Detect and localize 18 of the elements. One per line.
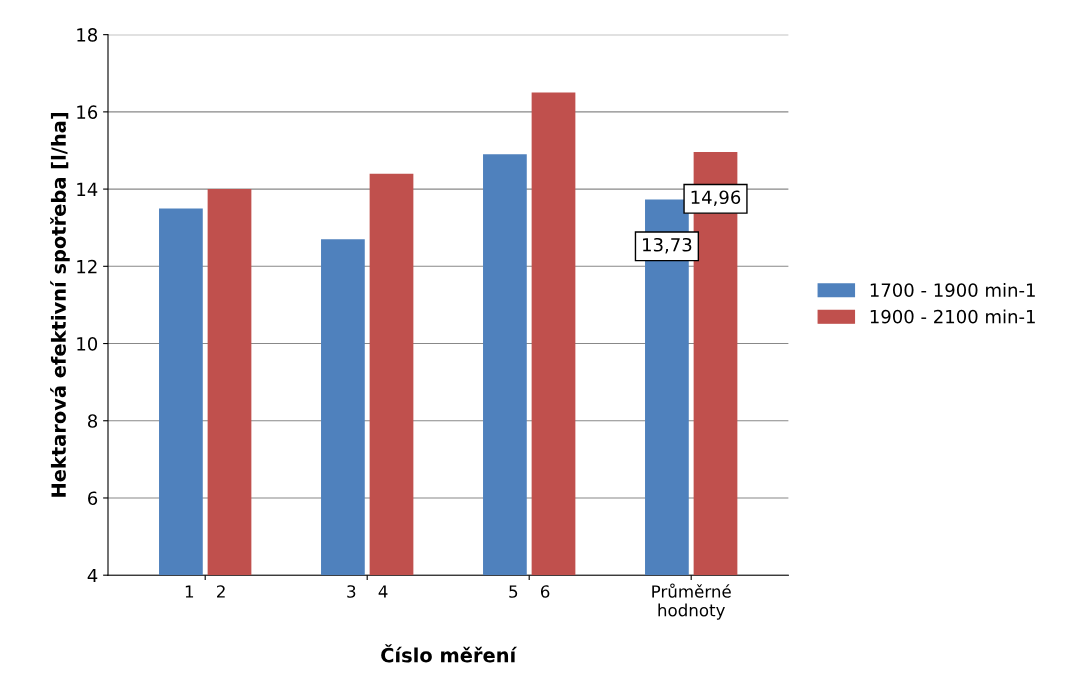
y-tick-label: 6 xyxy=(88,491,98,506)
x-tick-label: 5 6 xyxy=(509,585,550,598)
x-tick-label: 1 2 xyxy=(185,585,225,598)
y-axis-title: Hektarová efektivní spotřeba [l/ha] xyxy=(50,112,70,497)
x-tick-label: Průměrné hodnoty xyxy=(652,583,731,620)
y-tick-label: 8 xyxy=(88,414,98,428)
y-tick-label: 12 xyxy=(77,259,97,274)
y-tick-label: 4 xyxy=(87,568,98,583)
y-tick-label: 14 xyxy=(77,182,98,196)
y-tick-label: 10 xyxy=(77,336,98,351)
y-tick-label: 18 xyxy=(77,28,98,42)
x-axis-title: Číslo měření xyxy=(381,644,518,663)
data-label: 13,73 xyxy=(643,237,692,254)
legend-label: 1700 - 1900 min-1 xyxy=(870,282,1035,297)
legend-label: 1900 - 2100 min-1 xyxy=(870,309,1035,324)
y-tick-label: 16 xyxy=(77,105,98,119)
data-label: 14,96 xyxy=(691,190,741,206)
x-tick-label: 3 4 xyxy=(347,585,388,598)
